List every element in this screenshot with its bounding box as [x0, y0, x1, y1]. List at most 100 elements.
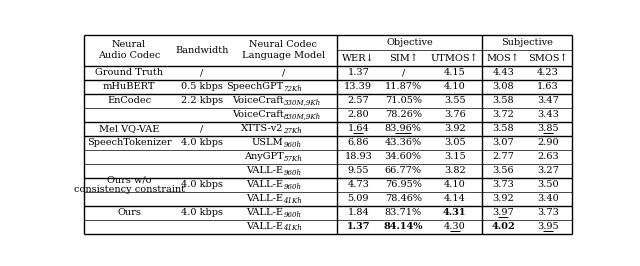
Text: 2.90: 2.90	[538, 138, 559, 147]
Text: 3.47: 3.47	[537, 96, 559, 105]
Text: /: /	[200, 68, 204, 77]
Text: 3.73: 3.73	[492, 180, 515, 189]
Text: 18.93: 18.93	[344, 152, 372, 161]
Text: 71.05%: 71.05%	[385, 96, 422, 105]
Text: 83.71%: 83.71%	[385, 208, 422, 217]
Text: Bandwidth: Bandwidth	[175, 46, 228, 55]
Text: Ground Truth: Ground Truth	[95, 68, 163, 77]
Text: 3.95: 3.95	[538, 222, 559, 231]
Text: 3.15: 3.15	[444, 152, 465, 161]
Text: 0.5 kbps: 0.5 kbps	[181, 82, 223, 91]
Text: 960h: 960h	[284, 210, 301, 218]
Text: 2.80: 2.80	[348, 110, 369, 119]
Text: SIM↑: SIM↑	[388, 53, 418, 63]
Text: 330M,9Kh: 330M,9Kh	[284, 99, 321, 107]
Text: 72Kh: 72Kh	[284, 85, 302, 93]
Text: /: /	[401, 68, 404, 77]
Text: 3.08: 3.08	[493, 82, 514, 91]
Text: 3.58: 3.58	[493, 124, 514, 133]
Text: 3.72: 3.72	[492, 110, 515, 119]
Text: 3.85: 3.85	[538, 124, 559, 133]
Text: 9.55: 9.55	[348, 166, 369, 175]
Text: 2.57: 2.57	[348, 96, 369, 105]
Text: VALL-E: VALL-E	[246, 180, 284, 189]
Text: 1.37: 1.37	[348, 68, 369, 77]
Text: Ours: Ours	[117, 208, 141, 217]
Text: 78.46%: 78.46%	[385, 194, 422, 203]
Text: SMOS↑: SMOS↑	[529, 53, 568, 63]
Text: USLM: USLM	[252, 138, 284, 147]
Text: 6.86: 6.86	[348, 138, 369, 147]
Text: 43.36%: 43.36%	[385, 138, 422, 147]
Text: 830M,9Kh: 830M,9Kh	[284, 113, 321, 120]
Text: /: /	[200, 124, 204, 133]
Text: 4.31: 4.31	[443, 208, 467, 217]
Text: 960h: 960h	[284, 169, 301, 177]
Text: 41Kh: 41Kh	[284, 197, 302, 205]
Text: Mel VQ-VAE: Mel VQ-VAE	[99, 124, 159, 133]
Text: 960h: 960h	[284, 182, 301, 190]
Text: 3.43: 3.43	[537, 110, 559, 119]
Text: SpeechTokenizer: SpeechTokenizer	[87, 138, 172, 147]
Text: 2.77: 2.77	[492, 152, 515, 161]
Text: VALL-E: VALL-E	[246, 166, 284, 175]
Text: 3.05: 3.05	[444, 138, 465, 147]
Text: 4.0 kbps: 4.0 kbps	[181, 208, 223, 217]
Text: 11.87%: 11.87%	[385, 82, 422, 91]
Text: 2.2 kbps: 2.2 kbps	[181, 96, 223, 105]
Text: 960h: 960h	[284, 140, 301, 148]
Text: AnyGPT: AnyGPT	[244, 152, 284, 161]
Text: XTTS-v2: XTTS-v2	[241, 124, 284, 133]
Text: mHuBERT: mHuBERT	[103, 82, 156, 91]
Text: 3.56: 3.56	[493, 166, 514, 175]
Text: 4.10: 4.10	[444, 82, 465, 91]
Text: 3.92: 3.92	[492, 194, 514, 203]
Text: 4.43: 4.43	[492, 68, 515, 77]
Text: 1.64: 1.64	[348, 124, 369, 133]
Text: VALL-E: VALL-E	[246, 208, 284, 217]
Text: 3.55: 3.55	[444, 96, 465, 105]
Text: MOS↑: MOS↑	[487, 53, 520, 63]
Text: Neural
Audio Codec: Neural Audio Codec	[98, 40, 160, 60]
Text: 27Kh: 27Kh	[284, 127, 302, 135]
Text: Ours w/o
consistency constraint: Ours w/o consistency constraint	[74, 175, 184, 194]
Text: 5.09: 5.09	[348, 194, 369, 203]
Text: 1.37: 1.37	[346, 222, 370, 231]
Text: Neural Codec
Language Model: Neural Codec Language Model	[242, 40, 325, 60]
Text: 4.23: 4.23	[537, 68, 559, 77]
Text: 4.0 kbps: 4.0 kbps	[181, 180, 223, 189]
Text: 4.0 kbps: 4.0 kbps	[181, 138, 223, 147]
Text: 4.10: 4.10	[444, 180, 465, 189]
Text: 4.14: 4.14	[444, 194, 466, 203]
Text: 1.84: 1.84	[348, 208, 369, 217]
Text: WER↓: WER↓	[342, 53, 374, 63]
Text: 66.77%: 66.77%	[385, 166, 422, 175]
Text: /: /	[282, 68, 285, 77]
Text: 4.02: 4.02	[492, 222, 515, 231]
Text: 57Kh: 57Kh	[284, 155, 302, 163]
Text: 3.97: 3.97	[492, 208, 514, 217]
Text: 78.26%: 78.26%	[385, 110, 422, 119]
Text: 34.60%: 34.60%	[385, 152, 422, 161]
Text: 4.73: 4.73	[348, 180, 369, 189]
Text: 4.30: 4.30	[444, 222, 465, 231]
Text: 3.76: 3.76	[444, 110, 465, 119]
Text: 3.58: 3.58	[493, 96, 514, 105]
Text: Objective: Objective	[387, 38, 433, 47]
Text: EnCodec: EnCodec	[107, 96, 151, 105]
Text: 83.96%: 83.96%	[385, 124, 422, 133]
Text: UTMOS↑: UTMOS↑	[431, 53, 479, 63]
Text: 3.92: 3.92	[444, 124, 465, 133]
Text: VoiceCraft: VoiceCraft	[232, 110, 284, 119]
Text: VALL-E: VALL-E	[246, 194, 284, 203]
Text: 3.50: 3.50	[538, 180, 559, 189]
Text: SpeechGPT: SpeechGPT	[226, 82, 284, 91]
Text: 3.40: 3.40	[537, 194, 559, 203]
Text: Subjective: Subjective	[501, 38, 553, 47]
Text: VoiceCraft: VoiceCraft	[232, 96, 284, 105]
Text: 76.95%: 76.95%	[385, 180, 422, 189]
Text: 3.73: 3.73	[537, 208, 559, 217]
Text: 41Kh: 41Kh	[284, 225, 302, 232]
Text: 3.07: 3.07	[492, 138, 514, 147]
Text: 1.63: 1.63	[537, 82, 559, 91]
